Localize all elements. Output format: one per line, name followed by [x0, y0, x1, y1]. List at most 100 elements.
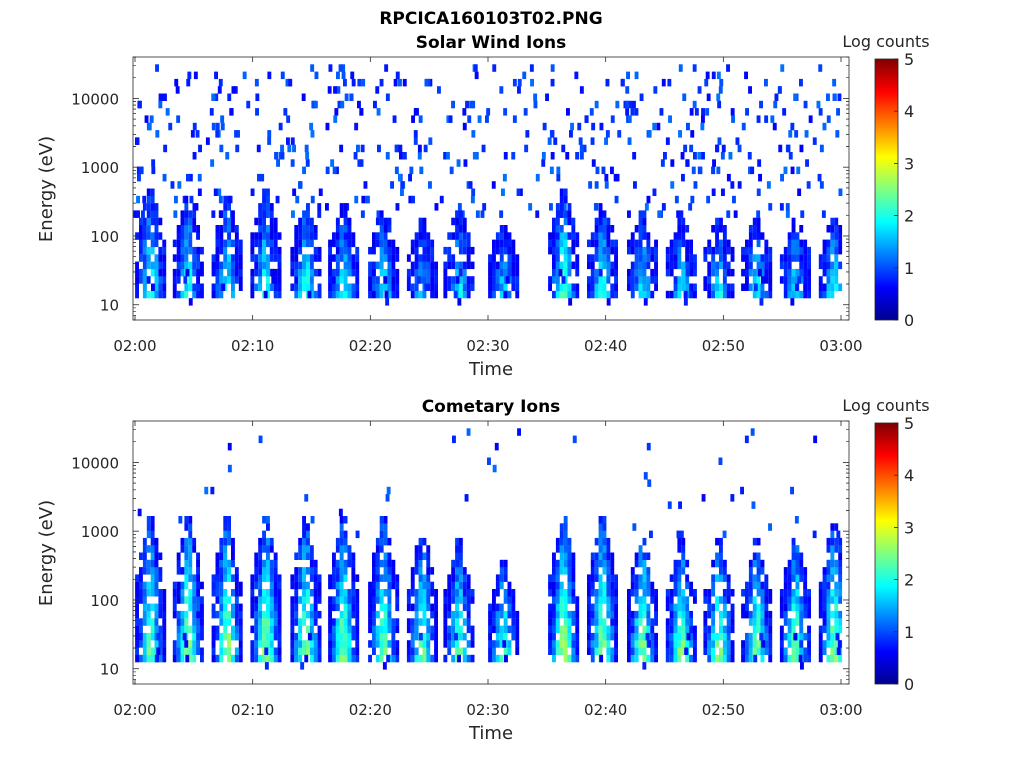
heatmap-cell — [689, 283, 693, 291]
heatmap-cell — [198, 144, 202, 153]
heatmap-cell — [188, 246, 193, 255]
heatmap-cell — [634, 239, 639, 248]
heatmap-cell — [269, 239, 274, 248]
heatmap-cell — [822, 239, 827, 248]
y-axis-label: Energy (eV) — [36, 500, 57, 606]
heatmap-cell — [375, 559, 380, 568]
heatmap-cell — [411, 115, 415, 123]
heatmap-cell — [162, 625, 167, 634]
heatmap-cell — [418, 290, 423, 299]
heatmap-cell — [830, 625, 835, 634]
heatmap-cell — [791, 552, 796, 560]
heatmap-cell — [606, 567, 611, 575]
heatmap-cell — [685, 239, 690, 248]
heatmap-cell — [555, 268, 560, 277]
heatmap-cell — [452, 435, 456, 444]
heatmap-cell — [667, 78, 672, 87]
heatmap-cell — [638, 217, 643, 226]
heatmap-cell — [266, 640, 270, 648]
heatmap-cell — [533, 93, 538, 101]
heatmap-cell — [665, 137, 670, 145]
heatmap-cell — [822, 596, 827, 604]
heatmap-cell — [756, 188, 761, 196]
heatmap-cell — [317, 283, 322, 291]
heatmap-cell — [719, 632, 723, 641]
heatmap-cell — [302, 516, 306, 524]
heatmap-cell — [826, 581, 831, 590]
heatmap-cell — [335, 537, 340, 546]
heatmap-cell — [146, 210, 151, 218]
heatmap-cell — [184, 283, 189, 291]
heatmap-cell — [176, 115, 181, 123]
heatmap-cell — [570, 122, 574, 131]
heatmap-cell — [563, 232, 568, 240]
heatmap-cell — [294, 567, 299, 575]
heatmap-cell — [258, 283, 263, 291]
heatmap-cell — [715, 574, 719, 582]
heatmap-cell — [715, 239, 719, 248]
heatmap-cell — [730, 283, 735, 291]
heatmap-cell — [447, 647, 452, 655]
heatmap-cell — [488, 647, 492, 655]
heatmap-cell — [254, 261, 259, 270]
heatmap-cell — [422, 232, 427, 240]
heatmap-cell — [155, 654, 159, 663]
heatmap-cell — [799, 225, 804, 233]
heatmap-cell — [665, 625, 670, 634]
heatmap-cell — [722, 239, 727, 248]
heatmap-cell — [351, 567, 356, 575]
heatmap-cell — [803, 254, 808, 262]
heatmap-cell — [559, 530, 564, 539]
heatmap-cell — [227, 516, 231, 524]
heatmap-cell — [533, 100, 538, 109]
heatmap-cell — [422, 647, 427, 655]
colorbar-label: Log counts — [842, 396, 929, 415]
heatmap-cell — [231, 589, 235, 597]
heatmap-cell — [630, 632, 635, 641]
heatmap-cell — [614, 596, 618, 604]
heatmap-cell — [711, 166, 716, 175]
heatmap-cell — [455, 232, 459, 240]
heatmap-cell — [760, 283, 765, 291]
heatmap-cell — [266, 610, 270, 619]
heatmap-cell — [826, 596, 831, 604]
heatmap-cell — [620, 78, 625, 87]
heatmap-cell — [689, 581, 693, 590]
heatmap-cell — [610, 632, 615, 641]
heatmap-cell — [563, 283, 568, 291]
heatmap-cell — [215, 130, 220, 138]
heatmap-cell — [634, 268, 639, 277]
heatmap-cell — [455, 239, 459, 248]
heatmap-cell — [200, 283, 204, 291]
heatmap-cell — [309, 552, 314, 560]
heatmap-cell — [654, 610, 658, 619]
heatmap-cell — [466, 261, 471, 270]
heatmap-cell — [426, 625, 431, 634]
heatmap-cell — [150, 581, 155, 590]
heatmap-cell — [317, 203, 322, 211]
heatmap-cell — [227, 93, 232, 101]
heatmap-cell — [590, 552, 595, 560]
heatmap-cell — [146, 290, 151, 299]
heatmap-cell — [150, 290, 155, 299]
heatmap-cell — [470, 632, 475, 641]
heatmap-cell — [273, 603, 278, 612]
heatmap-cell — [598, 603, 603, 612]
heatmap-cell — [627, 654, 631, 663]
heatmap-cell — [838, 552, 843, 560]
heatmap-cell — [313, 610, 318, 619]
heatmap-cell — [681, 537, 686, 546]
heatmap-cell — [343, 625, 348, 634]
heatmap-cell — [703, 246, 708, 255]
heatmap-cell — [150, 632, 155, 641]
heatmap-cell — [779, 276, 784, 284]
heatmap-cell — [234, 632, 239, 641]
heatmap-cell — [426, 640, 431, 648]
heatmap-cell — [638, 618, 643, 626]
heatmap-cell — [250, 640, 255, 648]
heatmap-cell — [234, 618, 239, 626]
heatmap-cell — [685, 625, 690, 634]
heatmap-cell — [598, 276, 603, 284]
heatmap-cell — [250, 232, 255, 240]
heatmap-cell — [410, 283, 415, 291]
